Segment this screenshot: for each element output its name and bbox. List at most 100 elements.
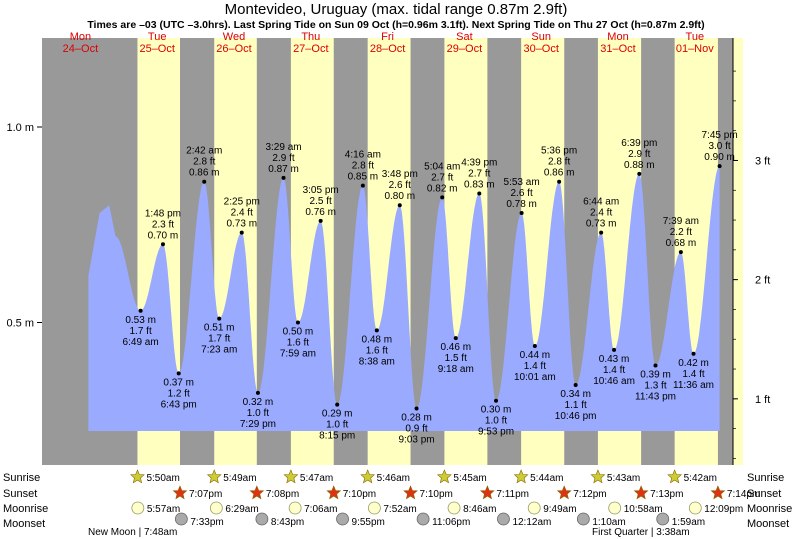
tide-label: 0.68 m [666, 238, 697, 249]
sunset-time: 7:14pm [727, 489, 760, 500]
tide-label: 10:01 am [514, 372, 556, 383]
moonrise-time: 7:52am [383, 504, 416, 515]
sunrise-icon [513, 469, 529, 484]
sunset-icon [326, 485, 342, 500]
sunset-time: 7:08pm [266, 489, 299, 500]
almanac-row-label-left: Sunrise [3, 472, 40, 484]
tide-label: 0.48 m [362, 334, 393, 345]
tide-label: 6:43 pm [161, 399, 197, 410]
day-date: 25–Oct [139, 43, 174, 55]
tide-label: 3:05 pm [303, 185, 339, 196]
tide-label: 2:42 am [186, 146, 222, 157]
tide-label: 1.4 ft [524, 361, 546, 372]
tide-point [239, 230, 244, 235]
moonset-time: 11:06pm [432, 517, 470, 528]
day-date: 01–Nov [676, 43, 714, 55]
tide-label: 0.30 m [481, 405, 512, 416]
tide-point [637, 171, 642, 176]
tide-label: 0.32 m [243, 397, 274, 408]
sunrise-icon [436, 469, 452, 484]
sunset-time: 7:10pm [343, 489, 376, 500]
tide-label: 2.8 ft [352, 161, 374, 172]
tide-label: 1.2 ft [168, 388, 190, 399]
day-name: Sun [531, 31, 551, 43]
sunrise-time: 5:46am [377, 473, 410, 484]
tide-label: 9:03 pm [398, 435, 434, 446]
tide-label: 1.5 ft [445, 353, 467, 364]
day-date: 28–Oct [370, 43, 405, 55]
tide-label: 1.1 ft [565, 400, 587, 411]
tide-label: 9:53 pm [478, 427, 514, 438]
tide-label: 2:25 pm [224, 197, 260, 208]
day-date: 31–Oct [600, 43, 635, 55]
tide-labels: 0.53 m1.7 ft6:49 am1:48 pm2.3 ft0.70 m0.… [123, 130, 738, 445]
sunset-time: 7:12pm [573, 489, 606, 500]
moonrise-icon [608, 501, 622, 515]
tide-point [217, 316, 222, 321]
day-name: Thu [301, 31, 320, 43]
tide-label: 2.7 ft [431, 172, 453, 183]
tide-label: 0.34 m [560, 389, 591, 400]
almanac-row-label-right: Sunset [747, 488, 781, 500]
sunrise-time: 5:49am [223, 473, 256, 484]
sunrise-icon [667, 469, 683, 484]
sunrise-icon [590, 469, 606, 484]
day-date: 26–Oct [216, 43, 251, 55]
day-date: 27–Oct [293, 43, 328, 55]
tide-label: 4:16 am [345, 150, 381, 161]
sunrise-icon [283, 469, 299, 484]
day-date: 29–Oct [447, 43, 482, 55]
almanac-row-label-right: Moonrise [747, 503, 792, 515]
tide-label: 11:43 pm [635, 392, 676, 403]
tide-point [335, 402, 340, 407]
tide-label: 0.50 m [283, 327, 314, 338]
tide-label: 11:36 am [673, 380, 714, 391]
tide-label: 6:49 am [123, 337, 159, 348]
tide-label: 0.86 m [544, 168, 575, 179]
tide-point [295, 320, 300, 325]
moonrise-time: 7:06am [304, 504, 337, 515]
right-tick-label: 2 ft [755, 275, 770, 287]
tide-label: 10:46 pm [555, 411, 597, 422]
day-headers: Mon24–OctTue25–OctWed26–OctThu27–OctFri2… [63, 31, 715, 55]
right-tick-label: 1 ft [755, 394, 770, 406]
almanac-row-label-left: Moonset [3, 518, 45, 530]
sunset-icon [249, 485, 265, 500]
tide-label: 7:23 am [201, 345, 237, 356]
moonrise-icon [209, 501, 223, 515]
sunset-icon [479, 485, 495, 500]
tide-label: 5:53 am [504, 177, 540, 188]
tide-label: 2.7 ft [468, 168, 490, 179]
left-tick-label: 1.0 m [6, 122, 34, 134]
sunset-icon [710, 485, 726, 500]
almanac: Sunrise Sunrise Sunset Sunset Moonrise Moonri… [3, 469, 792, 538]
sunset-icon [556, 485, 572, 500]
axes: 1.0 m 0.5 m 3 ft 2 ft 1 ft [6, 70, 770, 459]
tide-label: 0.44 m [520, 350, 551, 361]
tide-label: 2.9 ft [628, 149, 650, 160]
day-name: Tue [686, 31, 705, 43]
tide-label: 1.4 ft [603, 365, 625, 376]
moonrise-time: 6:29am [225, 504, 258, 515]
chart-subtitle: Times are –03 (UTC –3.0hrs). Last Spring… [87, 19, 704, 31]
moonset-icon [497, 512, 510, 526]
tide-point [557, 179, 562, 184]
sunrise-time: 5:50am [146, 473, 179, 484]
tide-label: 3:48 pm [382, 169, 418, 180]
tide-label: 1.4 ft [682, 369, 704, 380]
tide-label: 0.28 m [401, 413, 432, 424]
sunset-time: 7:11pm [496, 489, 529, 500]
tide-point [519, 211, 524, 216]
tide-point [717, 164, 722, 169]
tide-point [397, 203, 402, 208]
tide-label: 5:04 am [424, 161, 460, 172]
tide-label: 10:46 am [593, 376, 635, 387]
tide-label: 8:38 am [359, 356, 395, 367]
sunrise-time: 5:43am [607, 473, 640, 484]
tide-point [599, 230, 604, 235]
moonset-icon [255, 512, 269, 526]
tide-label: 0.51 m [204, 323, 235, 334]
moonrise-icon [288, 501, 302, 515]
moonrise-icon [688, 501, 702, 515]
tide-label: 5:36 pm [541, 146, 577, 157]
